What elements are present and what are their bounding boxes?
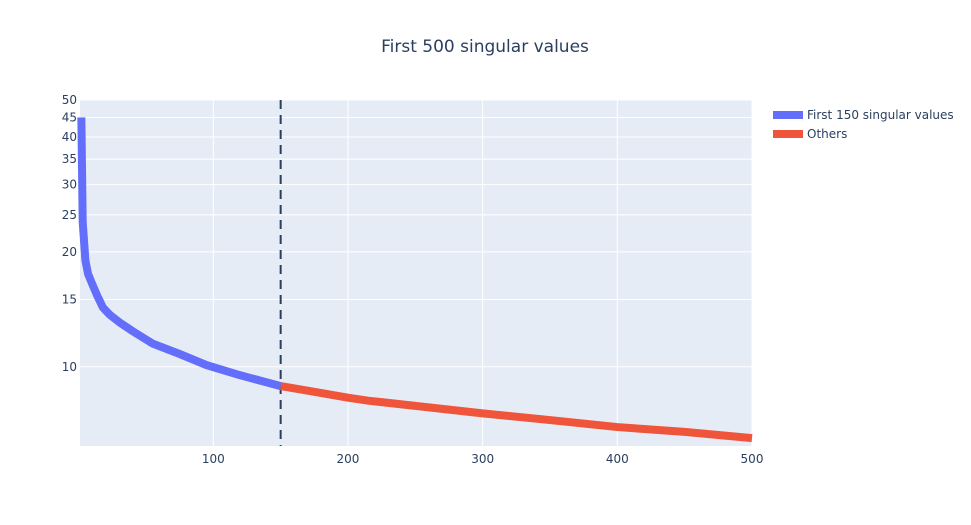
x-tick-label: 300 [471,452,494,466]
legend-item[interactable]: Others [773,127,847,141]
x-tick-label: 400 [606,452,629,466]
series-layer [77,117,753,443]
axis-labels: 100 200 300 400 500 10 15 20 25 30 35 40 45 50 [62,93,764,466]
series-line-2 [279,382,753,443]
series-line-1 [77,117,282,390]
gridlines [80,99,753,446]
y-tick-label: 20 [62,245,77,259]
y-tick-label: 25 [62,208,77,222]
y-tick-label: 35 [62,152,77,166]
legend[interactable]: First 150 singular values Others [773,108,954,141]
legend-label: Others [807,127,847,141]
plot-area [80,100,752,446]
y-tick-label: 40 [62,130,77,144]
y-tick-label: 50 [62,93,77,107]
chart-title: First 500 singular values [381,37,589,57]
x-tick-label: 500 [741,452,764,466]
x-tick-label: 200 [337,452,360,466]
y-tick-label: 45 [62,110,77,124]
y-tick-label: 30 [62,178,77,192]
y-tick-label: 15 [62,293,77,307]
x-tick-label: 100 [202,452,225,466]
legend-item[interactable]: First 150 singular values [773,108,954,122]
legend-label: First 150 singular values [807,108,954,122]
y-tick-label: 10 [62,360,77,374]
